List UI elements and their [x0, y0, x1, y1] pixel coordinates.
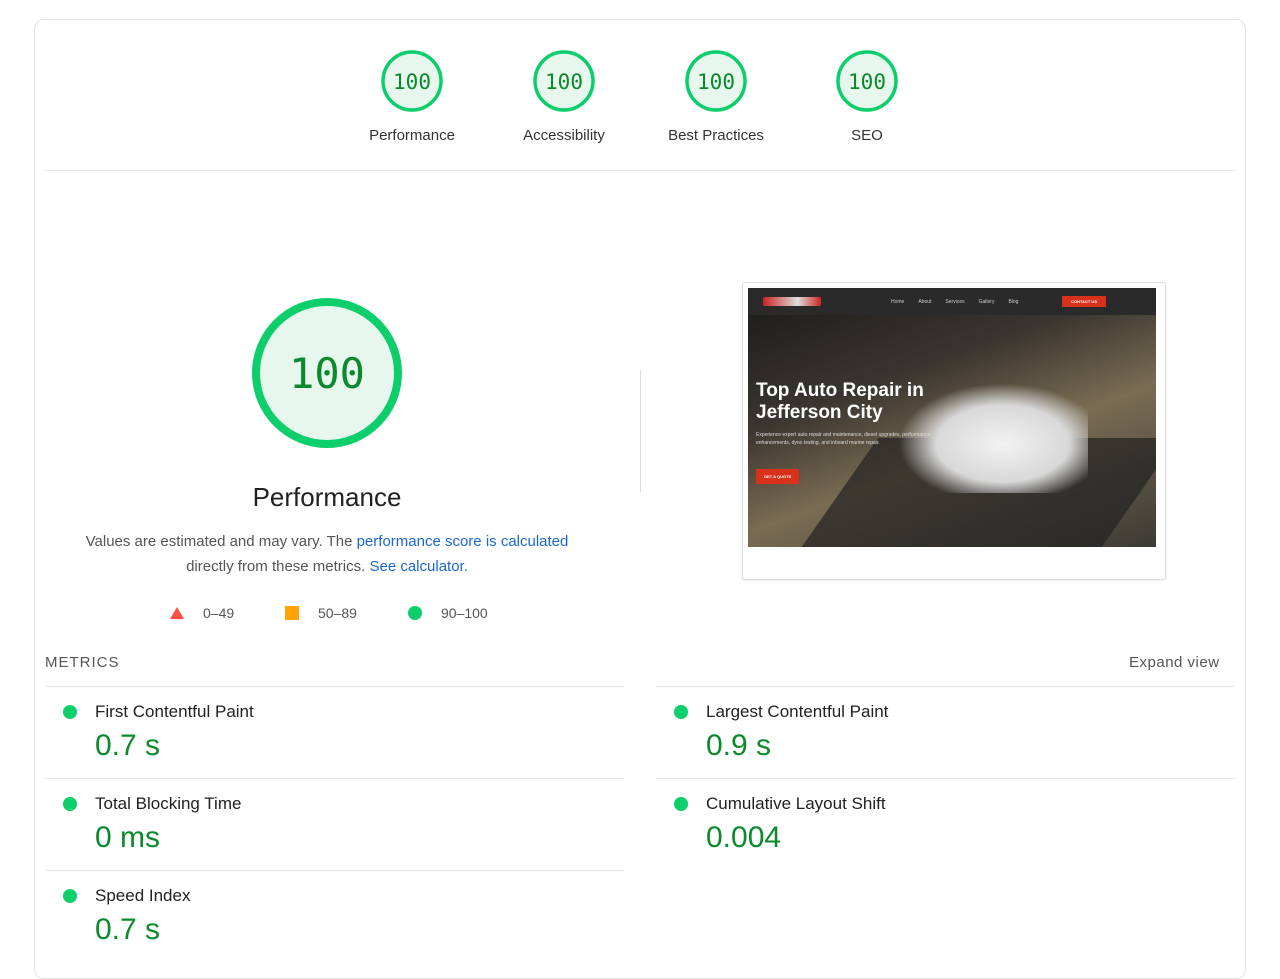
desc-text: Values are estimated and may vary. The	[85, 533, 357, 550]
performance-description: Values are estimated and may vary. The p…	[62, 529, 592, 579]
orange-square-icon	[285, 606, 299, 620]
legend-label: 50–89	[318, 605, 357, 621]
vertical-divider	[640, 370, 641, 492]
pass-circle-icon	[63, 889, 77, 903]
divider	[45, 170, 1235, 171]
metric-value: 0 ms	[95, 821, 161, 854]
pass-circle-icon	[674, 705, 688, 719]
metric-title: First Contentful Paint	[95, 702, 254, 721]
metric-value: 0.9 s	[706, 729, 772, 762]
car-image	[898, 383, 1088, 493]
contact-button: CONTACT US	[1062, 296, 1106, 307]
metric-largest-contentful-paint: Largest Contentful Paint 0.9 s	[656, 686, 1235, 778]
green-circle-icon	[408, 606, 422, 620]
gauge-performance[interactable]: 100 Performance	[352, 49, 472, 144]
metric-title: Cumulative Layout Shift	[706, 794, 886, 813]
metric-value: 0.004	[706, 821, 782, 854]
metric-title: Total Blocking Time	[95, 794, 242, 813]
gauge-label: Best Practices	[668, 127, 764, 144]
metric-speed-index: Speed Index 0.7 s	[45, 870, 624, 962]
gauge-label: Accessibility	[523, 127, 605, 144]
final-screenshot[interactable]: Home About Services Gallery Blog CONTACT US …	[742, 282, 1166, 580]
metric-cumulative-layout-shift: Cumulative Layout Shift 0.004	[656, 778, 1235, 870]
metric-title: Largest Contentful Paint	[706, 702, 889, 721]
site-nav-link: Gallery	[978, 298, 995, 305]
score-calculated-link[interactable]: performance score is calculated	[356, 533, 569, 550]
legend-pass: 90–100	[407, 605, 488, 621]
site-nav-link: About	[918, 298, 932, 305]
site-nav-link: Services	[945, 298, 965, 305]
performance-score: 100	[289, 349, 365, 398]
desc-text: directly from these metrics.	[186, 558, 370, 575]
site-nav-link: Blog	[1008, 298, 1019, 305]
site-nav-link: Home	[891, 298, 905, 305]
expand-view-toggle[interactable]: Expand view	[1129, 654, 1220, 671]
screenshot-image: Home About Services Gallery Blog CONTACT US …	[748, 288, 1156, 547]
metric-divider	[656, 778, 1235, 779]
metric-value: 0.7 s	[95, 913, 161, 946]
metric-value: 0.7 s	[95, 729, 161, 762]
pass-circle-icon	[674, 797, 688, 811]
legend-label: 90–100	[441, 605, 488, 621]
quote-button: GET A QUOTE	[756, 469, 800, 484]
pass-circle-icon	[63, 797, 77, 811]
gauge-label: Performance	[369, 127, 455, 144]
red-triangle-icon	[170, 607, 184, 619]
gauge-score: 100	[848, 70, 886, 94]
gauge-accessibility[interactable]: 100 Accessibility	[504, 49, 624, 144]
legend-average: 50–89	[284, 605, 357, 621]
metric-total-blocking-time: Total Blocking Time 0 ms	[45, 778, 624, 870]
see-calculator-link[interactable]: See calculator.	[369, 558, 468, 575]
gauge-best-practices[interactable]: 100 Best Practices	[656, 49, 776, 144]
metric-divider	[45, 778, 624, 779]
gauge-label: SEO	[851, 127, 883, 144]
gauge-score: 100	[545, 70, 583, 94]
metric-divider	[45, 686, 624, 687]
hero-subtext: Experience expert auto repair and mainte…	[756, 432, 931, 446]
gauge-score: 100	[697, 70, 735, 94]
performance-gauge: 100	[227, 296, 427, 456]
site-logo	[763, 297, 821, 306]
gauge-seo[interactable]: 100 SEO	[807, 49, 927, 144]
legend-fail: 0–49	[169, 605, 234, 621]
hero-headline: Top Auto Repair in Jefferson City	[756, 380, 924, 423]
metrics-heading: METRICS	[45, 654, 120, 671]
metric-divider	[656, 686, 1235, 687]
gauge-score: 100	[393, 70, 431, 94]
metric-title: Speed Index	[95, 886, 191, 905]
performance-title: Performance	[252, 482, 402, 512]
site-nav: Home About Services Gallery Blog CONTACT US	[748, 288, 1156, 315]
pass-circle-icon	[63, 705, 77, 719]
metric-first-contentful-paint: First Contentful Paint 0.7 s	[45, 686, 624, 778]
legend-label: 0–49	[203, 605, 235, 621]
metric-divider	[45, 870, 624, 871]
